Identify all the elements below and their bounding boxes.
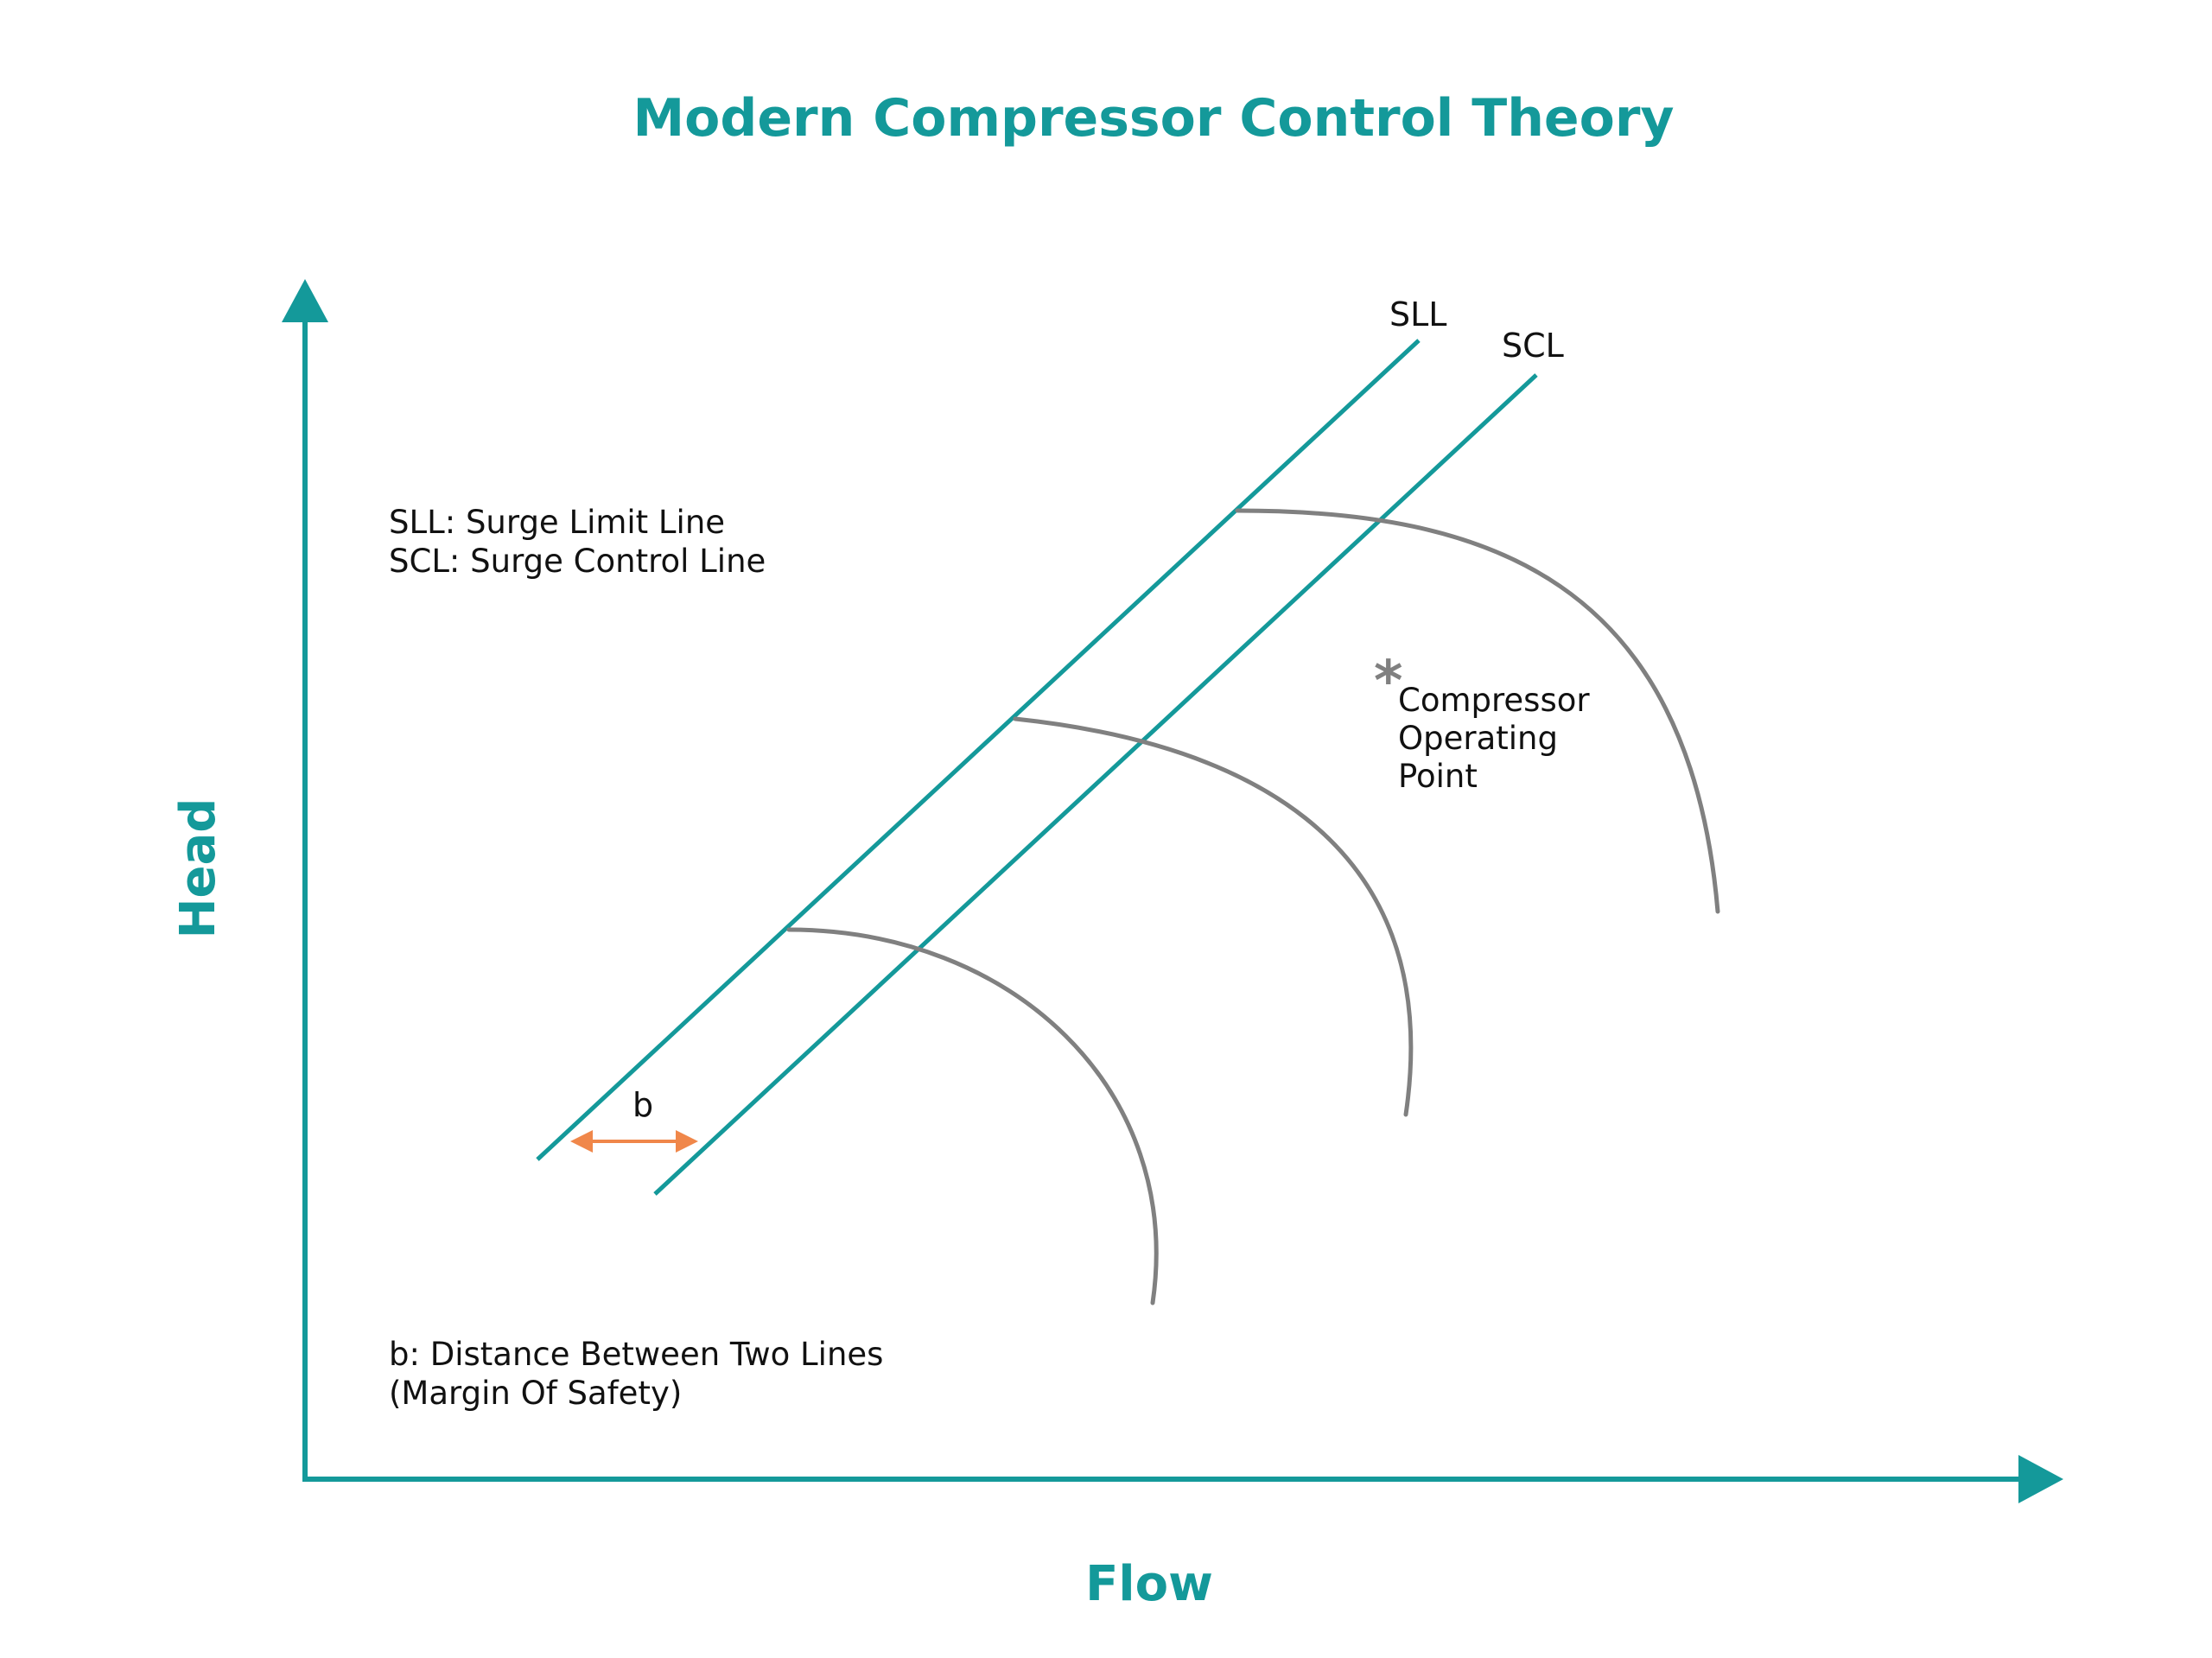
- operating-point-label-3: Point: [1398, 758, 1478, 795]
- margin-note-line-1: b: Distance Between Two Lines: [389, 1336, 883, 1373]
- y-axis-label: Head: [170, 798, 226, 939]
- margin-arrow: [570, 1130, 698, 1153]
- performance-curve-low: [786, 927, 1159, 1305]
- scl-label: SCL: [1502, 327, 1564, 365]
- diagram-title: Modern Compressor Control Theory: [632, 88, 1674, 149]
- x-axis-label: Flow: [1085, 1556, 1213, 1612]
- legend-scl: SCL: Surge Control Line: [389, 543, 766, 580]
- margin-arrow-left-head: [570, 1130, 593, 1153]
- margin-label: b: [632, 1086, 653, 1124]
- legend-sll: SLL: Surge Limit Line: [389, 504, 725, 541]
- surge-control-line: [653, 373, 1538, 1196]
- performance-curve-mid: [1013, 716, 1414, 1117]
- axes: [282, 279, 2063, 1503]
- performance-curve-high: [1235, 508, 1720, 914]
- sll-label: SLL: [1389, 295, 1446, 334]
- operating-point-label-2: Operating: [1398, 720, 1558, 757]
- y-axis-arrowhead: [282, 279, 328, 322]
- x-axis-arrowhead: [2018, 1455, 2063, 1503]
- operating-point-label-1: Compressor: [1398, 682, 1590, 719]
- operating-point-marker: *: [1374, 650, 1402, 714]
- margin-note-line-2: (Margin Of Safety): [389, 1375, 682, 1412]
- surge-limit-line: [536, 339, 1421, 1161]
- margin-arrow-right-head: [676, 1130, 698, 1153]
